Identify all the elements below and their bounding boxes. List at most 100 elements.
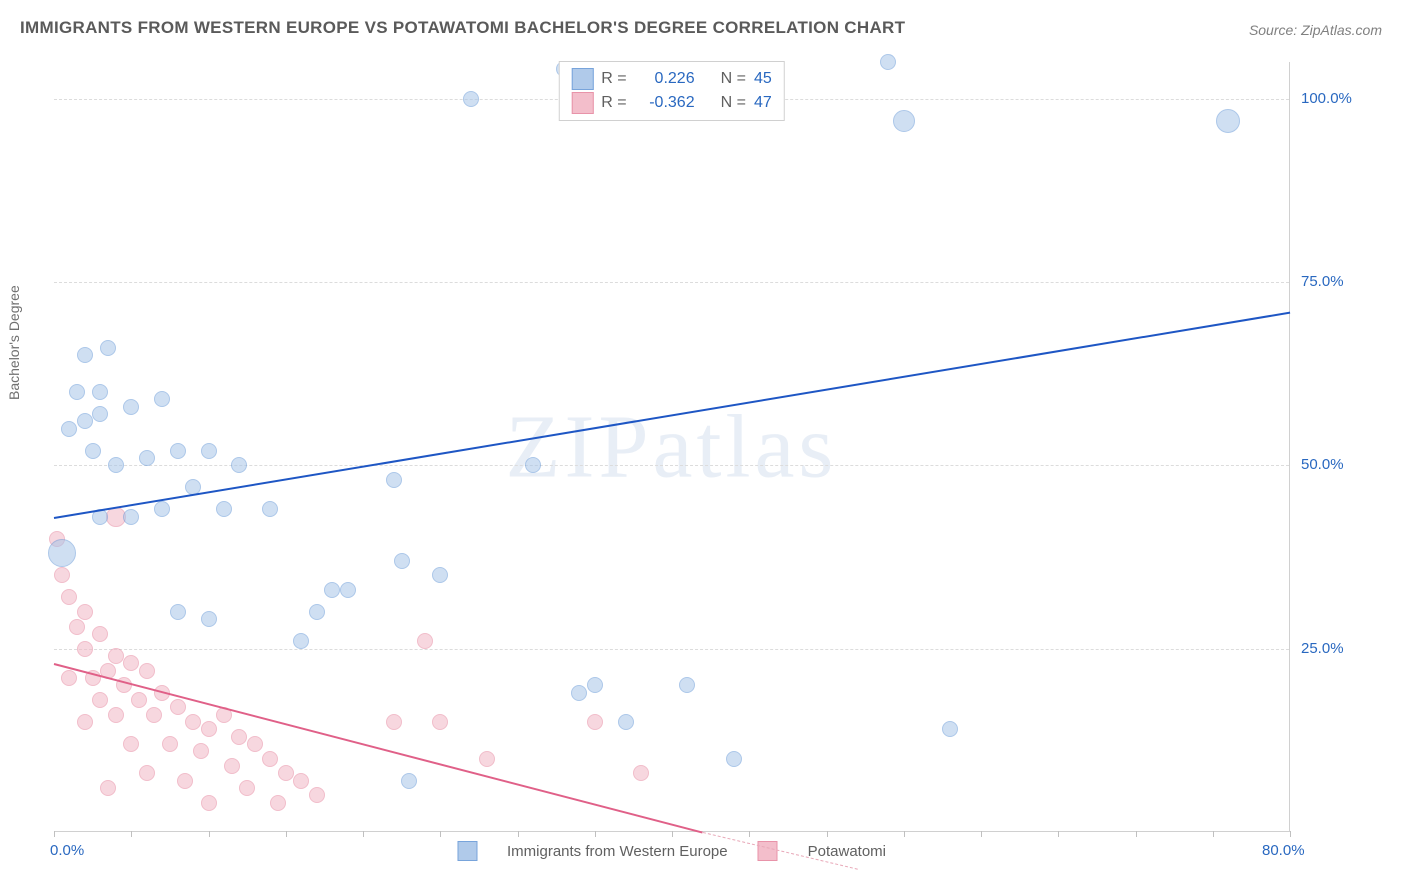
data-point bbox=[48, 539, 76, 567]
xtick bbox=[363, 831, 364, 837]
legend-row-series2: R = -0.362 N = 47 bbox=[571, 92, 771, 114]
xtick bbox=[672, 831, 673, 837]
data-point bbox=[92, 384, 108, 400]
data-point bbox=[432, 567, 448, 583]
legend-swatch-pink bbox=[571, 92, 593, 114]
data-point bbox=[61, 421, 77, 437]
data-point bbox=[262, 501, 278, 517]
data-point bbox=[154, 501, 170, 517]
data-point bbox=[587, 677, 603, 693]
xtick-label: 80.0% bbox=[1262, 842, 1305, 859]
legend-swatch-blue-bottom bbox=[457, 841, 477, 861]
xtick bbox=[981, 831, 982, 837]
legend-n-label: N = bbox=[721, 94, 746, 112]
data-point bbox=[77, 641, 93, 657]
data-point bbox=[231, 729, 247, 745]
data-point bbox=[942, 721, 958, 737]
xtick bbox=[1058, 831, 1059, 837]
legend-r-value-2: -0.362 bbox=[635, 94, 695, 112]
data-point bbox=[618, 714, 634, 730]
data-point bbox=[162, 736, 178, 752]
data-point bbox=[270, 795, 286, 811]
data-point bbox=[247, 736, 263, 752]
data-point bbox=[100, 340, 116, 356]
data-point bbox=[293, 633, 309, 649]
ytick-label: 75.0% bbox=[1301, 273, 1377, 290]
data-point bbox=[239, 780, 255, 796]
data-point bbox=[92, 692, 108, 708]
data-point bbox=[108, 457, 124, 473]
xtick bbox=[1136, 831, 1137, 837]
data-point bbox=[201, 611, 217, 627]
legend-label-series2: Potawatomi bbox=[808, 843, 886, 860]
y-axis-label: Bachelor's Degree bbox=[6, 285, 22, 400]
data-point bbox=[324, 582, 340, 598]
data-point bbox=[100, 780, 116, 796]
data-point bbox=[216, 501, 232, 517]
data-point bbox=[170, 443, 186, 459]
data-point bbox=[201, 795, 217, 811]
data-point bbox=[463, 91, 479, 107]
data-point bbox=[131, 692, 147, 708]
data-point bbox=[77, 714, 93, 730]
data-point bbox=[679, 677, 695, 693]
data-point bbox=[154, 391, 170, 407]
data-point bbox=[893, 110, 915, 132]
data-point bbox=[185, 714, 201, 730]
ytick-label: 25.0% bbox=[1301, 640, 1377, 657]
legend-swatch-blue bbox=[571, 68, 593, 90]
data-point bbox=[1216, 109, 1240, 133]
data-point bbox=[479, 751, 495, 767]
data-point bbox=[571, 685, 587, 701]
xtick bbox=[131, 831, 132, 837]
data-point bbox=[201, 443, 217, 459]
data-point bbox=[123, 399, 139, 415]
data-point bbox=[77, 347, 93, 363]
ytick-label: 100.0% bbox=[1301, 90, 1377, 107]
data-point bbox=[432, 714, 448, 730]
data-point bbox=[633, 765, 649, 781]
legend-swatch-pink-bottom bbox=[758, 841, 778, 861]
xtick bbox=[749, 831, 750, 837]
xtick bbox=[209, 831, 210, 837]
data-point bbox=[340, 582, 356, 598]
legend-r-label: R = bbox=[601, 70, 626, 88]
data-point bbox=[231, 457, 247, 473]
data-point bbox=[123, 655, 139, 671]
xtick bbox=[518, 831, 519, 837]
gridline-h bbox=[54, 282, 1289, 283]
legend-row-series1: R = 0.226 N = 45 bbox=[571, 68, 771, 90]
data-point bbox=[69, 384, 85, 400]
xtick-label: 0.0% bbox=[50, 842, 84, 859]
chart-title: IMMIGRANTS FROM WESTERN EUROPE VS POTAWA… bbox=[20, 18, 905, 38]
data-point bbox=[170, 699, 186, 715]
data-point bbox=[309, 604, 325, 620]
data-point bbox=[587, 714, 603, 730]
source-attribution: Source: ZipAtlas.com bbox=[1249, 22, 1382, 38]
xtick bbox=[595, 831, 596, 837]
xtick bbox=[286, 831, 287, 837]
data-point bbox=[69, 619, 85, 635]
data-point bbox=[108, 707, 124, 723]
xtick bbox=[54, 831, 55, 837]
data-point bbox=[85, 443, 101, 459]
watermark: ZIPatlas bbox=[506, 395, 838, 498]
data-point bbox=[417, 633, 433, 649]
data-point bbox=[880, 54, 896, 70]
legend-r-value-1: 0.226 bbox=[635, 70, 695, 88]
legend-r-label: R = bbox=[601, 94, 626, 112]
data-point bbox=[386, 714, 402, 730]
correlation-legend: R = 0.226 N = 45 R = -0.362 N = 47 bbox=[558, 61, 784, 121]
data-point bbox=[726, 751, 742, 767]
data-point bbox=[61, 589, 77, 605]
data-point bbox=[77, 604, 93, 620]
plot-area: ZIPatlas 25.0%50.0%75.0%100.0%0.0%80.0% … bbox=[54, 62, 1290, 832]
data-point bbox=[177, 773, 193, 789]
xtick bbox=[1290, 831, 1291, 837]
data-point bbox=[92, 626, 108, 642]
data-point bbox=[170, 604, 186, 620]
legend-n-label: N = bbox=[721, 70, 746, 88]
data-point bbox=[139, 663, 155, 679]
xtick bbox=[440, 831, 441, 837]
series-legend: Immigrants from Western Europe Potawatom… bbox=[457, 841, 886, 861]
